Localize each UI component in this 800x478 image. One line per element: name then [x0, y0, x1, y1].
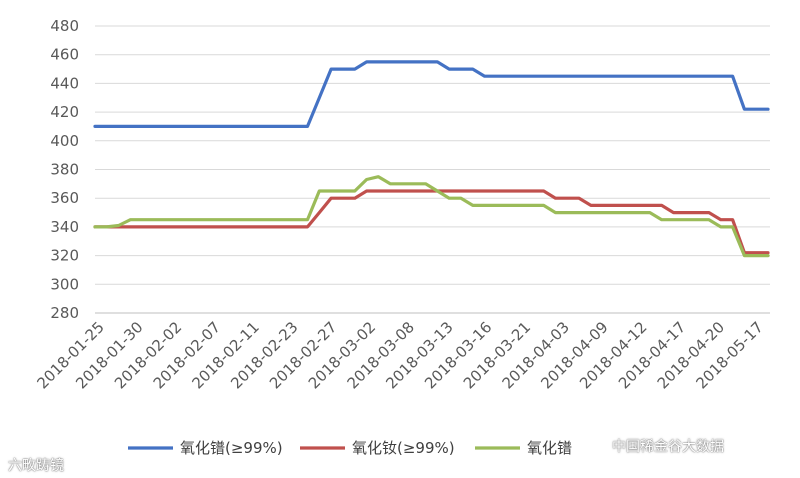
x-tick-labels: 2018-01-252018-01-302018-02-022018-02-07…: [33, 318, 766, 392]
series-lines: [93, 60, 770, 258]
y-tick-label: 480: [50, 17, 79, 35]
watermark-right: 中国稀金谷大数据: [612, 436, 724, 456]
y-tick-label: 340: [50, 218, 79, 236]
y-axis: 280 300 320 340 360 380 400 420 440 460 480: [50, 17, 79, 322]
legend: 氧化镨(≥99%) 氧化钕(≥99%) 氧化镨: [128, 439, 572, 457]
y-tick-label: 380: [50, 161, 79, 179]
y-tick-label: 440: [50, 74, 79, 92]
y-tick-label: 320: [50, 247, 79, 265]
y-tick-label: 360: [50, 189, 79, 207]
series-line-1: [93, 60, 770, 129]
y-tick-label: 300: [50, 275, 79, 293]
y-tick-label: 400: [50, 132, 79, 150]
legend-label: 氧化镨: [527, 439, 572, 457]
watermark-left: 六畋踌镜: [8, 455, 64, 475]
y-tick-label: 420: [50, 103, 79, 121]
series-line-2: [93, 189, 770, 255]
gridlines: [95, 25, 770, 314]
watermark-left-text: 六畋踌镜: [8, 458, 64, 474]
legend-label: 氧化钕(≥99%): [352, 439, 455, 457]
series-line-3: [93, 175, 770, 258]
y-tick-label: 460: [50, 46, 79, 64]
legend-label: 氧化镨(≥99%): [180, 439, 283, 457]
y-tick-label: 280: [50, 304, 79, 322]
watermark-right-text: 中国稀金谷大数据: [612, 439, 724, 455]
